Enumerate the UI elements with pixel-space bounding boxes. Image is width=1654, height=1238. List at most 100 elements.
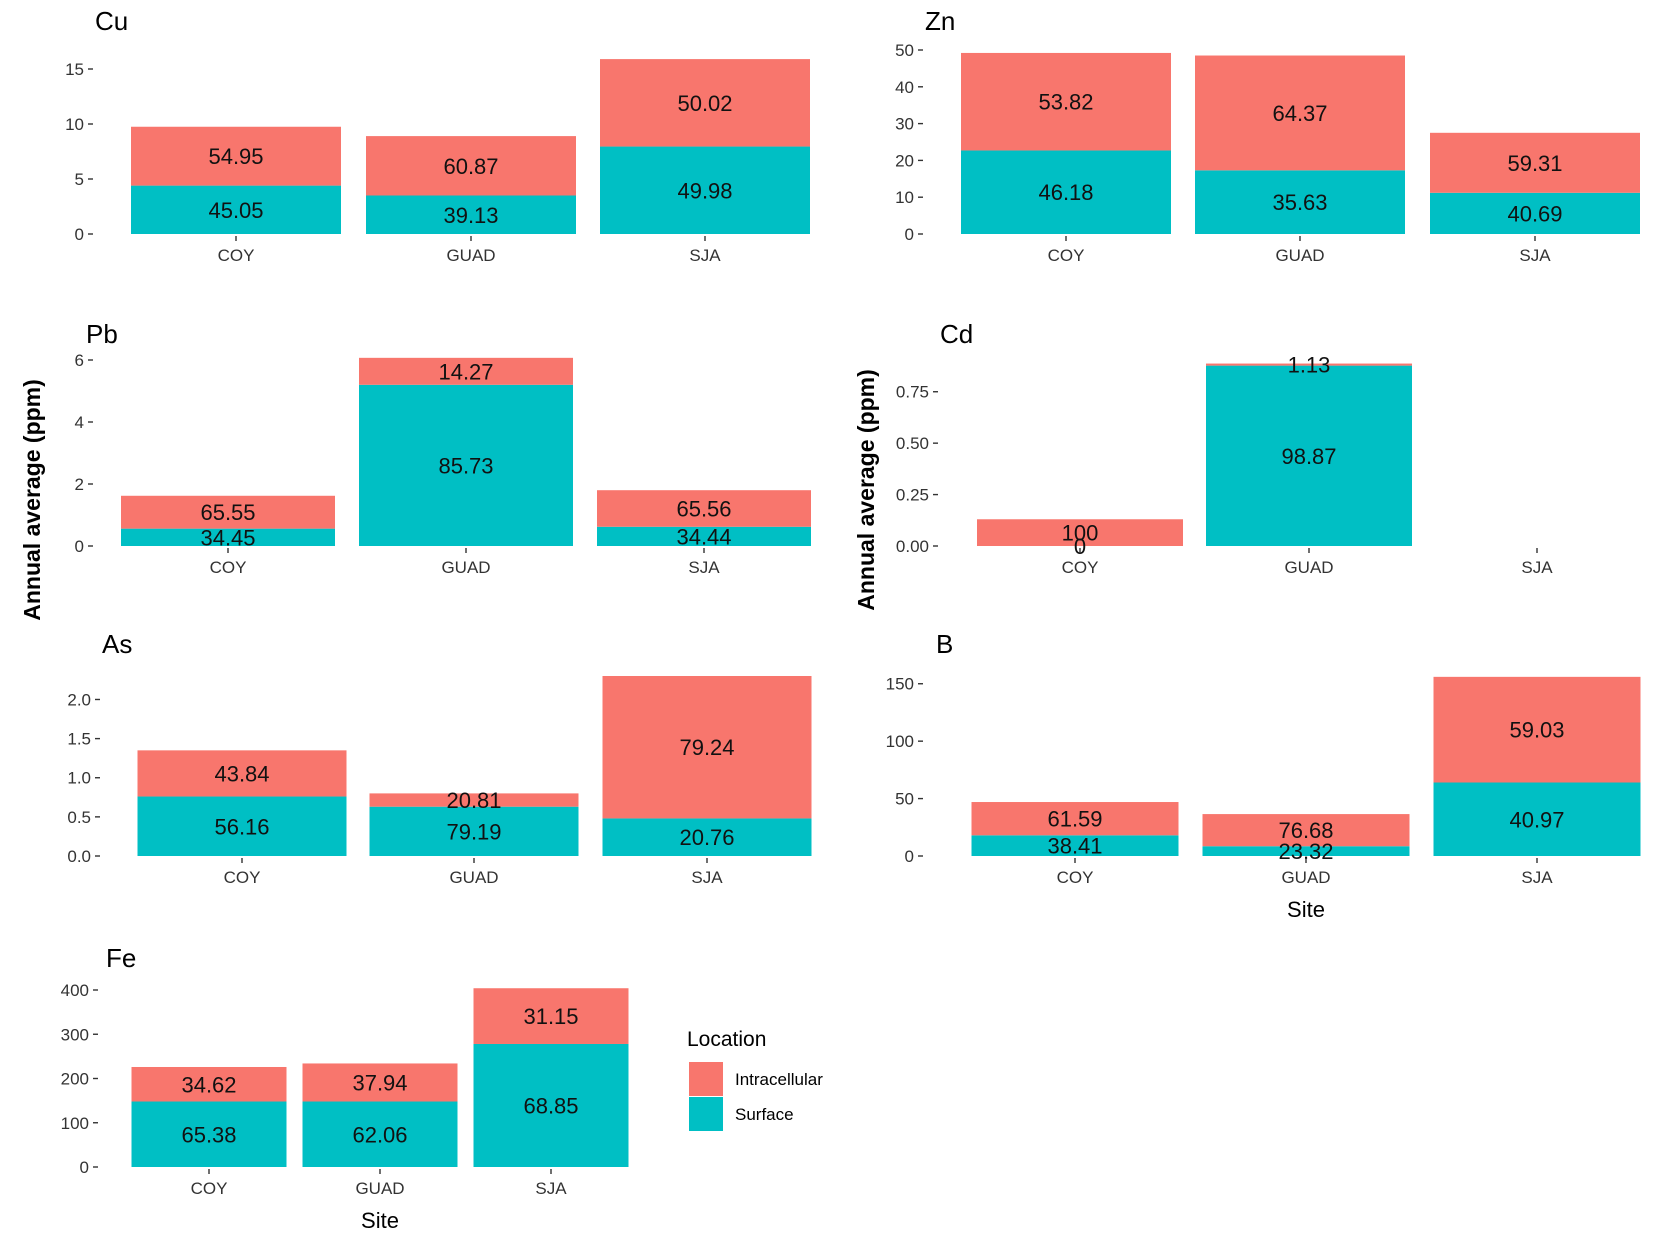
panel-as-bar-surface-guad (369, 806, 579, 856)
panel-zn: Zn 0 10 20 30 40 50 46.18 53.82 COY 35.63 64.37 GUAD… (895, 6, 1640, 265)
panel-as-label-surface-coy: 56.16 (214, 814, 269, 839)
panel-pb-bar-surface-coy (121, 528, 335, 546)
panel-pb-bar-intracellular-coy (121, 495, 335, 529)
panel-b-xtick-label-sja: SJA (1521, 868, 1553, 887)
panel-as-bar-surface-coy (137, 796, 347, 856)
panel-pb-label-surface-guad: 85.73 (438, 453, 493, 478)
panel-cd-xtick-label-guad: GUAD (1284, 558, 1333, 577)
panel-zn-bar-surface-coy (961, 150, 1171, 234)
panel-pb-xtick-label-coy: COY (210, 558, 247, 577)
panel-cu-bar-intracellular-guad (366, 136, 576, 196)
panel-b: B05010015038.4161.59COY23.3276.68GUAD40.… (886, 629, 1641, 887)
panel-as-ytick-label: 0.5 (67, 808, 91, 827)
panel-fe-bar-intracellular-sja (473, 988, 629, 1044)
panel-as-bar-surface-sja (602, 818, 812, 856)
panel-fe-label-surface-sja: 68.85 (523, 1093, 578, 1118)
panel-cu-label-intracellular-sja: 50.02 (677, 91, 732, 116)
panel-zn-bar-surface-guad (1195, 170, 1405, 234)
panel-cu-ytick-label: 10 (65, 115, 84, 134)
y-axis-title-right: Annual average (ppm) (853, 369, 879, 611)
x-axis-title-fe: Site (361, 1208, 399, 1233)
y-axis-title-left: Annual average (ppm) (19, 379, 45, 621)
panel-pb-title: Pb (86, 319, 118, 349)
panel-as-label-surface-guad: 79.19 (446, 819, 501, 844)
panel-zn-bar-intracellular-guad (1195, 55, 1405, 171)
panel-cu-ytick-label: 0 (75, 225, 84, 244)
panel-b-title: B (936, 629, 953, 659)
panel-fe-label-surface-guad: 62.06 (352, 1122, 407, 1147)
panel-zn-bar-surface-sja (1430, 192, 1640, 234)
panel-pb-ytick-label: 4 (75, 413, 84, 432)
panel-as-label-intracellular-sja: 79.24 (679, 735, 734, 760)
panel-cd-title: Cd (940, 319, 973, 349)
panel-pb-label-surface-sja: 34.44 (676, 524, 731, 549)
panel-pb-bar-surface-sja (597, 526, 811, 546)
panel-fe-ytick-label: 400 (61, 981, 89, 1000)
panel-fe: Fe 0 100 200 300 400 65.38 34.62 COY 62.06 37.94 GU… (61, 943, 629, 1198)
panel-as-xtick-label-sja: SJA (691, 868, 723, 887)
panel-cd-xtick-label-sja: SJA (1521, 558, 1553, 577)
panel-zn-xtick-label-guad: GUAD (1275, 246, 1324, 265)
panel-b-xtick-label-coy: COY (1057, 868, 1094, 887)
panel-cd-ytick-label: 0.75 (896, 383, 929, 402)
panel-cd-bar-intracellular-guad (1206, 363, 1412, 366)
panel-fe-label-intracellular-guad: 37.94 (352, 1070, 407, 1095)
legend-swatch-surface (689, 1097, 723, 1131)
panel-fe-xtick-label-sja: SJA (535, 1179, 567, 1198)
panel-fe-label-surface-coy: 65.38 (181, 1122, 236, 1147)
panel-cd-bar-surface-guad (1206, 365, 1412, 546)
panel-pb-xtick-label-guad: GUAD (441, 558, 490, 577)
panel-as-label-intracellular-guad: 20.81 (446, 788, 501, 813)
panel-as-xtick-label-coy: COY (224, 868, 261, 887)
panel-cd-ytick-label: 0.50 (896, 434, 929, 453)
panel-as-bar-intracellular-sja (602, 676, 812, 819)
panel-pb-bar-intracellular-sja (597, 490, 811, 527)
panel-as-ytick-label: 0.0 (67, 847, 91, 866)
panel-zn-bar-intracellular-sja (1430, 132, 1640, 193)
panel-cu-label-surface-coy: 45.05 (208, 198, 263, 223)
panel-as-ytick-label: 2.0 (67, 690, 91, 709)
panel-as-xtick-label-guad: GUAD (449, 868, 498, 887)
panel-as-label-intracellular-coy: 43.84 (214, 761, 269, 786)
panel-b-ytick-label: 50 (895, 790, 914, 809)
panel-zn-title: Zn (925, 6, 955, 36)
panel-cu-xtick-label-guad: GUAD (446, 246, 495, 265)
panel-pb-label-intracellular-sja: 65.56 (676, 496, 731, 521)
panel-cu-label-intracellular-coy: 54.95 (208, 144, 263, 169)
panel-as-label-surface-sja: 20.76 (679, 825, 734, 850)
panel-as-title: As (102, 629, 132, 659)
panel-fe-ytick-label: 100 (61, 1114, 89, 1133)
panel-cd-label-surface-coy: 0 (1074, 534, 1086, 559)
panel-fe-label-intracellular-coy: 34.62 (181, 1072, 236, 1097)
panel-pb-ytick-label: 2 (75, 475, 84, 494)
panel-b-label-surface-coy: 38.41 (1047, 834, 1102, 859)
panel-cu-xtick-label-coy: COY (218, 246, 255, 265)
panel-pb-bar-intracellular-guad (359, 357, 573, 385)
panel-fe-bar-surface-sja (473, 1043, 629, 1167)
panel-pb-xtick-label-sja: SJA (688, 558, 720, 577)
panel-cu-bar-intracellular-coy (131, 126, 341, 186)
panel-b-bar-surface-coy (971, 835, 1179, 856)
legend-swatch-intracellular (689, 1062, 723, 1096)
panel-zn-label-intracellular-sja: 59.31 (1507, 151, 1562, 176)
legend-label-surface: Surface (735, 1105, 794, 1124)
panel-zn-xtick-label-coy: COY (1048, 246, 1085, 265)
panel-zn-ytick-label: 0 (905, 225, 914, 244)
panel-cd-xtick-label-coy: COY (1062, 558, 1099, 577)
panel-cd-ytick-label: 0.25 (896, 486, 929, 505)
panel-fe-bar-intracellular-coy (131, 1066, 287, 1102)
panel-as-bar-intracellular-guad (369, 793, 579, 807)
panel-b-bar-surface-guad (1202, 846, 1410, 856)
panel-zn-ytick-label: 20 (895, 151, 914, 170)
legend-title: Location (687, 1028, 766, 1051)
panel-fe-xtick-label-guad: GUAD (355, 1179, 404, 1198)
legend-label-intracellular: Intracellular (735, 1070, 823, 1089)
panel-cu-bar-surface-guad (366, 195, 576, 234)
legend: Location Intracellular Surface (687, 1028, 823, 1131)
panel-zn-ytick-label: 10 (895, 188, 914, 207)
panel-cu-label-intracellular-guad: 60.87 (443, 154, 498, 179)
panel-cd-label-intracellular-coy: 100 (1062, 521, 1099, 546)
panel-fe-xtick-label-coy: COY (191, 1179, 228, 1198)
